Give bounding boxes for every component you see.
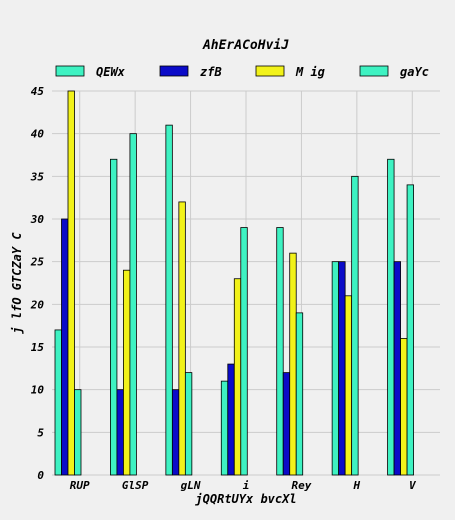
bar [74, 389, 82, 476]
legend-label: zfB [200, 65, 222, 79]
bar [123, 269, 131, 476]
bar [344, 295, 353, 476]
bar [184, 372, 193, 476]
bar [67, 90, 75, 476]
x-tick-label: H [353, 479, 361, 492]
chart-title: AhErACoHviJ [202, 38, 289, 53]
y-tick-label: 10 [31, 384, 45, 397]
bar [233, 278, 242, 476]
bar [171, 389, 180, 476]
y-tick-label: 20 [30, 298, 45, 311]
bar [295, 312, 304, 476]
bar [393, 261, 401, 476]
y-axis-ticks: 0 5 10 15 20 25 30 35 40 45 [30, 85, 45, 482]
y-axis-label: j lfO GTCZaY C [10, 232, 24, 335]
bar [351, 175, 359, 476]
x-tick-label: V [409, 479, 417, 492]
bar [129, 133, 137, 476]
bars [54, 90, 414, 476]
y-tick-label: 15 [31, 341, 45, 354]
bar [276, 227, 284, 476]
x-axis-label: jQQRtUYx bvcXl [194, 492, 296, 506]
bar [116, 389, 124, 476]
bar [227, 363, 235, 476]
y-tick-label: 0 [37, 469, 44, 482]
x-axis-ticks: RUP GlSP gLN i Rey H V [70, 479, 417, 492]
bar [282, 372, 291, 476]
legend-label: QEWx [96, 65, 126, 79]
bar [400, 338, 408, 476]
bar [387, 158, 395, 476]
y-tick-label: 35 [30, 170, 45, 183]
bar [54, 329, 62, 476]
bar [406, 184, 414, 476]
x-tick-label: i [243, 479, 250, 492]
x-tick-label: RUP [70, 479, 90, 492]
x-tick-label: GlSP [122, 479, 149, 492]
bar [338, 261, 346, 476]
bar [331, 261, 340, 476]
y-tick-label: 30 [30, 213, 45, 226]
y-tick-label: 5 [37, 426, 44, 439]
bar [220, 380, 229, 476]
legend-swatch [55, 65, 85, 77]
legend-swatch [255, 65, 285, 77]
bar [61, 218, 69, 476]
y-tick-label: 45 [31, 85, 45, 98]
x-tick-label: Rey [291, 479, 311, 492]
legend-label: M ig [295, 65, 325, 79]
bar [240, 227, 248, 476]
bar [178, 201, 186, 476]
bar [110, 158, 118, 476]
legend-swatch [159, 65, 189, 77]
bar [289, 252, 297, 476]
y-tick-label: 40 [31, 128, 45, 141]
bar [165, 124, 173, 476]
legend-swatch [359, 65, 389, 77]
x-tick-label: gLN [181, 479, 201, 492]
legend: QEWx zfB M ig gaYc [55, 65, 429, 79]
legend-label: gaYc [400, 65, 429, 79]
y-tick-label: 25 [30, 256, 45, 269]
